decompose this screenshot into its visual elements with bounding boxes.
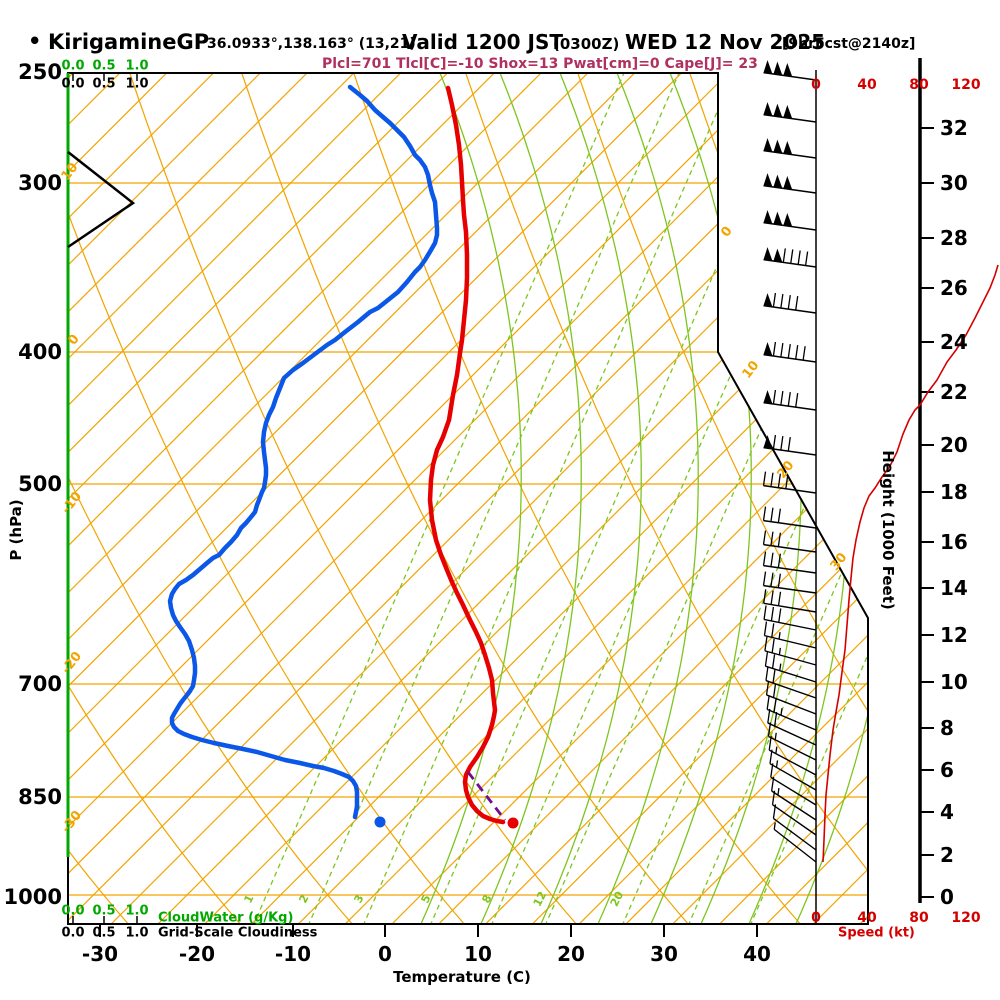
- pressure-tick-300: 300: [18, 171, 62, 195]
- cloudiness-scale-bottom-1.0: 1.0: [125, 925, 149, 941]
- height-tick-12: 12: [940, 623, 968, 647]
- height-tick-18: 18: [940, 480, 968, 504]
- height-tick-24: 24: [940, 330, 968, 354]
- pressure-tick-700: 700: [18, 672, 62, 696]
- pressure-axis-title: P (hPa): [7, 499, 25, 561]
- temperature-dot: [507, 817, 519, 829]
- cloudwater-scale-bottom-0.5: 0.5: [92, 903, 116, 919]
- height-tick-10: 10: [940, 670, 968, 694]
- speed-tick-bottom-0: 0: [811, 910, 821, 926]
- speed-tick-bottom-80: 80: [909, 910, 929, 926]
- height-tick-4: 4: [940, 800, 954, 824]
- pressure-tick-500: 500: [18, 472, 62, 496]
- speed-tick-top-0: 0: [811, 77, 821, 93]
- temp-tick-40: 40: [743, 942, 771, 966]
- speed-tick-top-40: 40: [857, 77, 877, 93]
- wind-barbs: [762, 60, 817, 863]
- temp-tick-30: 30: [650, 942, 678, 966]
- temp-tick--10: -10: [274, 942, 312, 966]
- height-axis-title: Height (1000 Feet): [879, 450, 897, 610]
- pressure-tick-400: 400: [18, 340, 62, 364]
- cloudwater-axis-title: CloudWater (g/Kg): [158, 910, 294, 926]
- height-tick-2: 2: [940, 843, 954, 867]
- plot-frame: [67, 72, 869, 925]
- forecast-tag: [9hrFcst@2140z]: [782, 36, 916, 52]
- cloudwater-scale-top-0.0: 0.0: [61, 58, 85, 74]
- pressure-tick-250: 250: [18, 60, 62, 84]
- cloudiness-scale-top-0.0: 0.0: [61, 76, 85, 92]
- speed-tick-bottom-120: 120: [951, 910, 981, 926]
- parcel-path: [466, 771, 507, 821]
- height-tick-6: 6: [940, 758, 954, 782]
- temp-tick-0: 0: [378, 942, 392, 966]
- valid-date: WED 12 Nov 2025: [625, 30, 826, 54]
- valid-time: Valid 1200 JST: [402, 30, 563, 54]
- speed-tick-top-80: 80: [909, 77, 929, 93]
- stability-indices: Plcl=701 Tlcl[C]=-10 Shox=13 Pwat[cm]=0 …: [322, 56, 758, 72]
- temp-tick--20: -20: [178, 942, 216, 966]
- height-tick-16: 16: [940, 530, 968, 554]
- cloudiness-axis-title: Grid-Scale Cloudiness: [158, 925, 318, 941]
- height-tick-26: 26: [940, 276, 968, 300]
- cloudiness-scale-top-1.0: 1.0: [125, 76, 149, 92]
- speed-tick-top-120: 120: [951, 77, 981, 93]
- cloudiness-scale-top-0.5: 0.5: [92, 76, 116, 92]
- pressure-tick-1000: 1000: [3, 885, 62, 909]
- temp-tick-10: 10: [464, 942, 492, 966]
- cloudwater-scale-top-0.5: 0.5: [92, 58, 116, 74]
- dewpoint-curve: [167, 84, 440, 820]
- left-chevron-marker: [67, 151, 136, 249]
- wind-speed-curve: [822, 264, 999, 863]
- temp-tick-20: 20: [557, 942, 585, 966]
- background-grid: [68, 73, 868, 924]
- height-tick-22: 22: [940, 380, 968, 404]
- valid-time-z: (0300Z): [553, 35, 620, 53]
- cloudwater-scale-bottom-0.0: 0.0: [61, 903, 85, 919]
- temperature-axis-title: Temperature (C): [393, 968, 531, 986]
- dewpoint-dot: [374, 816, 386, 828]
- height-tick-30: 30: [940, 171, 968, 195]
- height-tick-0: 0: [940, 885, 954, 909]
- speed-tick-bottom-40: 40: [857, 910, 877, 926]
- cloudiness-scale-bottom-0.5: 0.5: [92, 925, 116, 941]
- height-tick-20: 20: [940, 433, 968, 457]
- temperature-curve: [427, 85, 506, 825]
- station-name: KirigamineGP: [48, 30, 210, 54]
- temp-tick--30: -30: [81, 942, 119, 966]
- height-tick-32: 32: [940, 116, 968, 140]
- cloudwater-scale-bottom-1.0: 1.0: [125, 903, 149, 919]
- height-tick-28: 28: [940, 226, 968, 250]
- pressure-tick-850: 850: [18, 785, 62, 809]
- height-tick-8: 8: [940, 716, 954, 740]
- cloudwater-scale-top-1.0: 1.0: [125, 58, 149, 74]
- cloudiness-scale-bottom-0.0: 0.0: [61, 925, 85, 941]
- speed-axis-title: Speed (kt): [838, 925, 915, 941]
- station-marker: •: [28, 29, 42, 53]
- height-tick-14: 14: [940, 576, 968, 600]
- station-coordinates: 36.0933°,138.163° (13,21): [207, 36, 416, 52]
